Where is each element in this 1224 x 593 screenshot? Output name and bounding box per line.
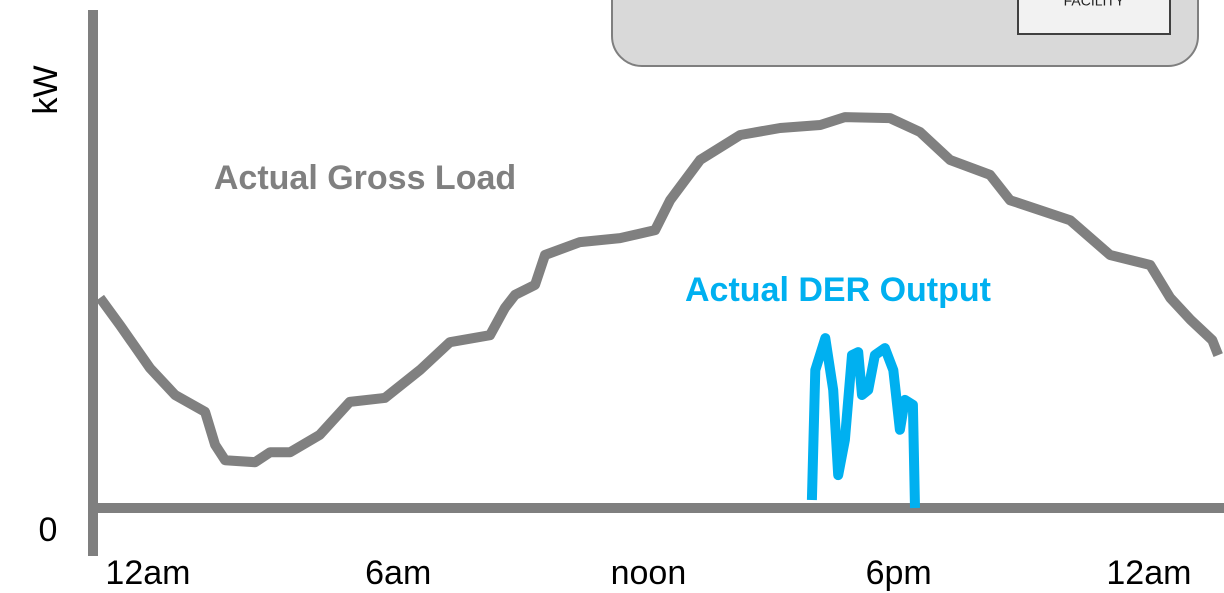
x-tick-label: 12am (105, 554, 190, 592)
series-label: Actual Gross Load (214, 159, 516, 197)
button-label[interactable]: FACILITY (1064, 0, 1125, 9)
facility-panel: FACILITY (611, 0, 1199, 67)
series-line (806, 333, 920, 509)
x-tick-label: 6am (365, 554, 431, 592)
x-tick-label: 6pm (866, 554, 932, 592)
facility-button[interactable] (1017, 0, 1171, 35)
y-tick-label: 0 (39, 511, 58, 549)
x-tick-label: noon (611, 554, 687, 592)
y-axis-label: kW (27, 65, 65, 114)
x-tick-label: 12am (1106, 554, 1191, 592)
series-label: Actual DER Output (685, 271, 991, 309)
series-line (95, 112, 1223, 468)
